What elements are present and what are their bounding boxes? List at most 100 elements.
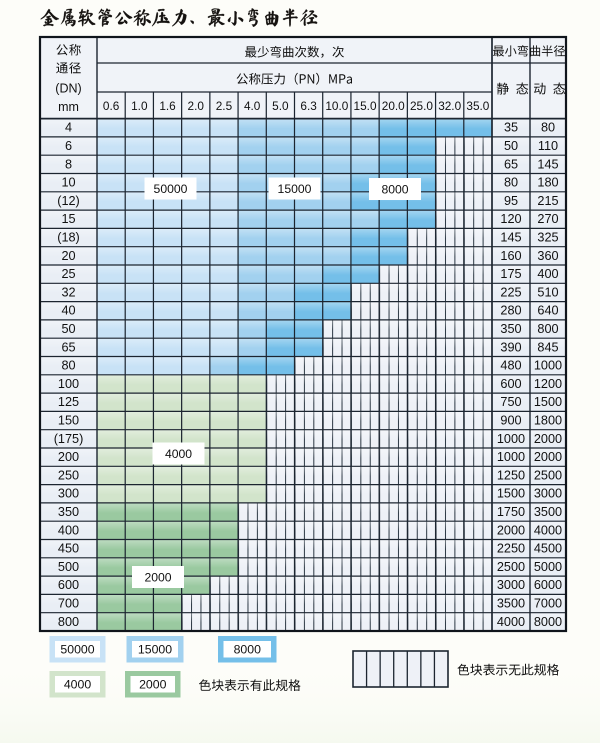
svg-text:80: 80: [504, 176, 518, 190]
svg-text:3000: 3000: [497, 578, 525, 592]
svg-text:350: 350: [500, 322, 521, 336]
svg-text:(DN): (DN): [55, 82, 81, 96]
svg-text:1500: 1500: [534, 395, 562, 409]
svg-text:4: 4: [65, 121, 72, 135]
svg-text:1200: 1200: [534, 377, 562, 391]
svg-text:100: 100: [58, 377, 79, 391]
svg-text:225: 225: [500, 285, 521, 299]
svg-text:(18): (18): [57, 230, 80, 244]
svg-text:640: 640: [537, 304, 558, 318]
svg-text:50: 50: [504, 139, 518, 153]
svg-text:15000: 15000: [278, 182, 312, 196]
svg-text:125: 125: [58, 395, 79, 409]
svg-text:3000: 3000: [534, 487, 562, 501]
svg-text:800: 800: [58, 615, 79, 629]
svg-text:20.0: 20.0: [382, 99, 405, 113]
svg-text:8000: 8000: [381, 183, 408, 197]
svg-text:900: 900: [500, 413, 521, 427]
svg-text:3500: 3500: [534, 505, 562, 519]
svg-text:7000: 7000: [534, 596, 562, 610]
svg-text:8: 8: [65, 157, 72, 171]
svg-text:145: 145: [500, 230, 521, 244]
svg-text:2000: 2000: [139, 678, 167, 692]
svg-text:800: 800: [537, 322, 558, 336]
svg-text:360: 360: [537, 249, 558, 263]
svg-text:145: 145: [537, 157, 558, 171]
svg-text:2.0: 2.0: [188, 99, 205, 113]
svg-text:6: 6: [65, 139, 72, 153]
svg-text:32.0: 32.0: [438, 99, 461, 113]
svg-text:1250: 1250: [497, 468, 525, 482]
svg-text:325: 325: [537, 230, 558, 244]
svg-text:845: 845: [537, 340, 558, 354]
svg-text:20: 20: [61, 249, 75, 263]
svg-text:15: 15: [61, 212, 75, 226]
svg-text:8000: 8000: [234, 643, 262, 657]
svg-text:6.3: 6.3: [300, 99, 317, 113]
svg-text:5000: 5000: [534, 560, 562, 574]
svg-text:3500: 3500: [497, 596, 525, 610]
svg-text:32: 32: [61, 285, 75, 299]
svg-text:mm: mm: [58, 100, 79, 114]
svg-text:750: 750: [500, 395, 521, 409]
svg-text:0.6: 0.6: [103, 99, 120, 113]
svg-text:1750: 1750: [497, 505, 525, 519]
svg-text:2.5: 2.5: [216, 99, 233, 113]
svg-text:(175): (175): [54, 432, 84, 446]
svg-text:4500: 4500: [534, 542, 562, 556]
svg-text:4000: 4000: [165, 447, 192, 461]
svg-text:600: 600: [58, 578, 79, 592]
svg-text:35: 35: [504, 121, 518, 135]
svg-text:150: 150: [58, 413, 79, 427]
svg-text:270: 270: [537, 212, 558, 226]
svg-text:600: 600: [500, 377, 521, 391]
svg-text:180: 180: [537, 176, 558, 190]
svg-text:160: 160: [500, 249, 521, 263]
svg-text:400: 400: [537, 267, 558, 281]
svg-text:95: 95: [504, 194, 518, 208]
svg-text:510: 510: [537, 285, 558, 299]
svg-text:50000: 50000: [60, 643, 94, 657]
svg-text:25.0: 25.0: [410, 99, 433, 113]
svg-text:120: 120: [500, 212, 521, 226]
svg-text:5.0: 5.0: [272, 99, 289, 113]
svg-text:1000: 1000: [497, 450, 525, 464]
svg-text:6000: 6000: [534, 578, 562, 592]
svg-text:35.0: 35.0: [466, 99, 489, 113]
svg-text:4000: 4000: [497, 615, 525, 629]
svg-text:80: 80: [541, 121, 555, 135]
svg-text:10.0: 10.0: [325, 99, 348, 113]
svg-text:2500: 2500: [534, 468, 562, 482]
svg-text:80: 80: [61, 359, 75, 373]
svg-text:4000: 4000: [64, 678, 92, 692]
svg-text:350: 350: [58, 505, 79, 519]
svg-text:65: 65: [61, 340, 75, 354]
svg-text:480: 480: [500, 359, 521, 373]
svg-text:300: 300: [58, 487, 79, 501]
svg-text:1800: 1800: [534, 413, 562, 427]
svg-text:2000: 2000: [534, 432, 562, 446]
svg-text:280: 280: [500, 304, 521, 318]
svg-text:110: 110: [538, 139, 558, 153]
svg-text:450: 450: [58, 542, 79, 556]
svg-text:175: 175: [500, 267, 521, 281]
svg-text:(12): (12): [57, 194, 80, 208]
svg-text:2250: 2250: [497, 542, 525, 556]
svg-text:8000: 8000: [534, 615, 562, 629]
svg-text:15000: 15000: [138, 643, 172, 657]
svg-text:1.6: 1.6: [159, 99, 176, 113]
svg-text:10: 10: [61, 176, 75, 190]
svg-text:40: 40: [61, 304, 75, 318]
svg-text:390: 390: [500, 340, 521, 354]
svg-text:2500: 2500: [497, 560, 525, 574]
svg-text:1000: 1000: [497, 432, 525, 446]
svg-text:50000: 50000: [154, 182, 188, 196]
svg-text:215: 215: [537, 194, 558, 208]
svg-text:2000: 2000: [534, 450, 562, 464]
svg-text:25: 25: [61, 267, 75, 281]
svg-text:1500: 1500: [497, 487, 525, 501]
svg-text:15.0: 15.0: [354, 99, 377, 113]
svg-text:4.0: 4.0: [244, 99, 261, 113]
svg-text:200: 200: [58, 450, 79, 464]
svg-text:2000: 2000: [144, 571, 171, 585]
